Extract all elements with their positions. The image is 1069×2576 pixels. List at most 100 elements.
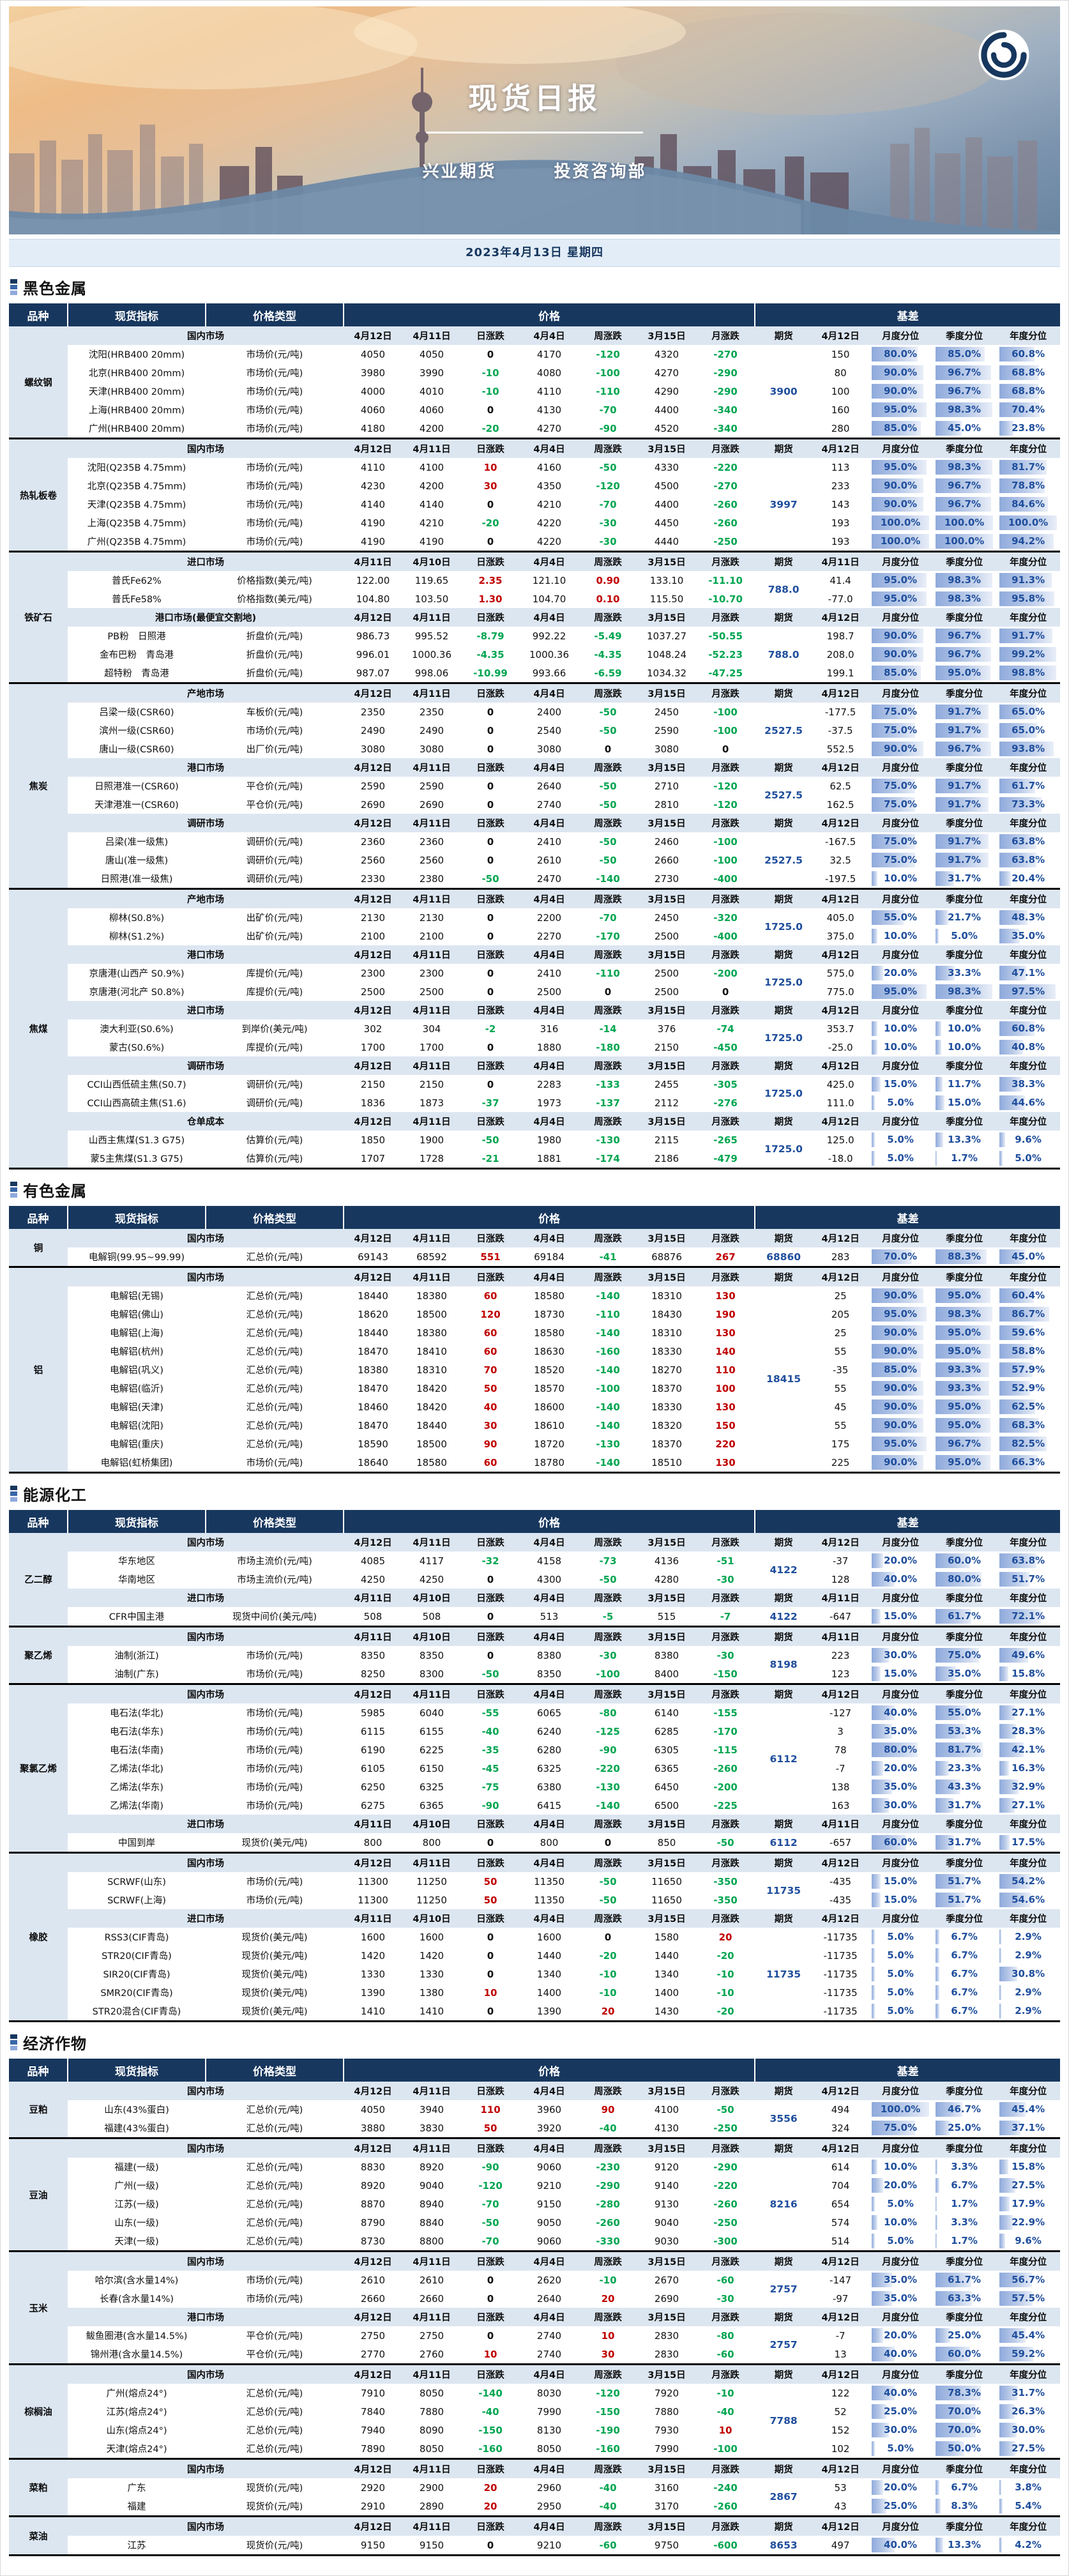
indicator-cell: 电解铝(杭州) [110,1347,163,1357]
indicator-cell: PB粉 日照港 [107,632,166,642]
column-label: 4月4日 [520,1852,579,1872]
percentile-bar [936,1874,966,1889]
percentile-cell: 90.0% [868,740,932,758]
futures-cell: 1725.0 [764,977,803,988]
column-label: 季度分位 [932,814,997,832]
price-cell: 2890 [419,2500,444,2512]
percentile-bar [999,1985,1001,2000]
percentile-value: 97.5% [1012,986,1045,997]
price-cell: 6275 [360,1799,386,1811]
change-cell: 267 [715,1251,736,1263]
percentile-value: 96.7% [948,480,982,491]
market-subheader-row: 热轧板卷 国内市场 4月12日 4月11日 日涨跌 4月4日 周涨跌 3月15日 月涨跌 期货 4月… [9,438,1061,552]
price-cell: 4190 [419,535,444,547]
price-cell: 6415 [536,1799,562,1811]
percentile-value: 95.0% [948,1290,982,1301]
price-cell: 3160 [654,2481,679,2494]
market-label: 国内市场 [68,1533,344,1551]
data-row: 乙烯法(华北) 市场价(元/吨) 6105 6150 -45 6325 -220 6365 -2… [9,1759,1060,1778]
price-cell: 4180 [360,422,386,434]
change-cell: 60 [483,1345,497,1357]
column-label: 4月4日 [520,945,579,964]
price-cell: 8130 [536,2424,562,2436]
percentile-cell: 45.4% [996,2100,1060,2119]
column-label: 日涨跌 [461,1229,520,1247]
table-header-row: 品种 现货指标 价格类型 价格 基差 [9,2059,1061,2082]
percentile-bar [872,1307,927,1322]
percentile-cell: 98.3% [932,982,996,1001]
change-cell: -50.55 [708,630,743,642]
price-cell: 1880 [536,1041,562,1053]
column-label: 3月15日 [637,438,696,458]
price-cell: 4160 [536,461,562,473]
percentile-bar [936,497,992,512]
percentile-bar [999,742,1054,756]
basis-cell: 497 [831,2539,850,2551]
percentile-value: 31.7% [948,1799,982,1811]
percentile-cell: 45.0% [932,419,996,439]
column-label: 4月12日 [812,1683,869,1703]
percentile-cell: 35.0% [868,1778,932,1796]
change-cell: 0 [487,743,494,755]
change-cell: -100 [596,367,620,379]
column-label: 月涨跌 [696,758,755,777]
column-label: 月度分位 [868,1001,933,1019]
price-type-cell: 汇总价(元/吨) [246,1421,303,1431]
price-cell: 2910 [360,2500,386,2512]
futures-cell: 8653 [770,2539,798,2551]
column-label: 3月15日 [637,1056,696,1075]
table-header-row: 品种 现货指标 价格类型 价格 基差 [9,1206,1061,1229]
change-cell: 90 [601,2103,615,2115]
basis-cell: 41.4 [830,574,851,586]
price-cell: 4200 [419,480,444,492]
percentile-cell: 30.0% [868,1796,932,1815]
percentile-cell: 25.0% [932,2119,996,2138]
percentile-bar [936,1985,940,2000]
percentile-cell: 10.0% [932,1038,996,1056]
percentile-bar [999,1040,1023,1055]
change-cell: -60 [599,2539,617,2551]
column-label: 4月4日 [520,1683,579,1703]
column-label: 4月11日 [402,2250,461,2271]
column-label: 3月15日 [637,1815,696,1833]
percentile-bar [872,1151,875,1166]
change-cell: -260 [713,2500,738,2512]
column-label: 月涨跌 [696,2515,755,2536]
change-cell: 0 [487,2329,494,2342]
report-subtitle: 兴业期货 投资咨询部 [9,158,1060,182]
futures-cell: 3900 [770,385,798,397]
percentile-bar [872,384,924,399]
price-cell: 992.22 [532,630,566,642]
market-label: 国内市场 [68,2137,344,2158]
report-sections: 黑色金属 品种 现货指标 价格类型 价格 基差 螺纹钢 国内市场 4月12日 4月11日 日涨跌 4月… [9,276,1061,2556]
percentile-cell: 40.0% [868,1703,932,1722]
price-cell: 8090 [419,2424,444,2436]
title-divider [426,132,643,133]
price-cell: 18440 [416,1419,447,1431]
percentile-bar [872,2197,875,2211]
price-cell: 6280 [536,1744,562,1756]
column-label: 周涨跌 [579,438,637,458]
price-type-cell: 汇总价(元/吨) [246,2181,303,2191]
percentile-cell: 58.8% [996,1342,1060,1360]
price-cell: 8840 [419,2216,444,2229]
percentile-cell: 60.0% [932,2345,996,2365]
column-label: 4月12日 [344,1001,402,1019]
market-subheader-row: 螺纹钢 国内市场 4月12日 4月11日 日涨跌 4月4日 周涨跌 3月15日 月涨跌 期货 4月1… [9,326,1061,439]
data-row: 油制(浙江) 市场价(元/吨) 8350 8350 0 8380 -30 8380 -30 819… [9,1646,1060,1670]
change-cell: -20 [481,517,499,529]
change-cell: -10 [599,2274,617,2286]
change-cell: -290 [713,385,738,397]
change-cell: -30 [599,1649,617,1661]
basis-cell: 208.0 [826,648,854,660]
column-label: 月涨跌 [696,1001,755,1019]
price-cell: 7890 [360,2443,386,2455]
column-label: 4月12日 [812,2458,869,2478]
percentile-cell: 63.8% [996,851,1060,869]
data-row: 滨州一级(CSR60) 市场价(元/吨) 2490 2490 0 2540 -50 2590-… [9,721,1060,740]
change-cell: 50 [483,1382,497,1394]
price-cell: 8400 [654,1668,679,1680]
price-cell: 508 [363,1610,383,1622]
percentile-cell: 10.0% [868,2213,932,2232]
cell [10,1491,17,1496]
